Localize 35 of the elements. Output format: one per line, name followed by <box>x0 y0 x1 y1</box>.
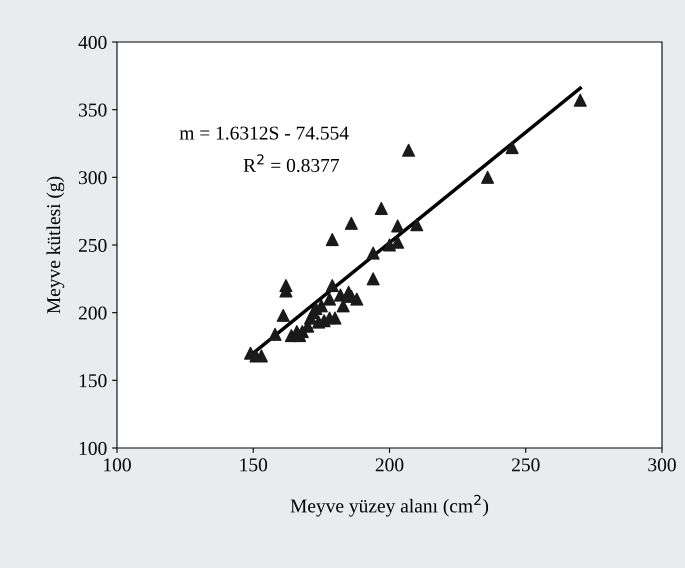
annotation: R$^{2}$ = 0.8377 <box>244 154 340 172</box>
point <box>391 220 404 233</box>
point <box>268 328 282 341</box>
y-tick-label: 400 <box>78 36 107 49</box>
point <box>574 94 587 107</box>
y-tick-label: 350 <box>79 103 107 117</box>
point <box>366 246 380 260</box>
y-tick-label: 250 <box>78 238 107 252</box>
point <box>481 170 494 184</box>
point <box>328 312 342 325</box>
y-tick-label: 150 <box>80 374 107 388</box>
x-axis-title: Meyve yüzey alanı (cm$^{2}$) <box>290 494 488 517</box>
point <box>382 238 396 252</box>
annotation: m = 1.6312S - 74.554 <box>180 126 349 140</box>
point <box>350 292 364 306</box>
point <box>506 141 519 154</box>
point <box>344 216 358 230</box>
x-tick-label: 250 <box>512 458 540 472</box>
y-tick-label: 200 <box>78 306 107 320</box>
x-tick-label: 300 <box>648 458 676 472</box>
point <box>276 308 290 322</box>
x-tick-label: 200 <box>376 458 404 472</box>
point <box>410 218 424 232</box>
y-axis-title: Meyve kütlesi (g) <box>46 176 64 314</box>
point <box>374 202 388 215</box>
point <box>366 272 380 286</box>
x-tick-label: 100 <box>104 458 131 472</box>
point <box>326 279 339 292</box>
point <box>391 236 404 249</box>
point <box>323 292 336 306</box>
y-tick-label: 300 <box>79 171 107 184</box>
point <box>402 144 416 157</box>
x-tick-label: 150 <box>240 458 268 472</box>
y-tick-label: 100 <box>80 442 107 455</box>
point <box>326 233 339 246</box>
